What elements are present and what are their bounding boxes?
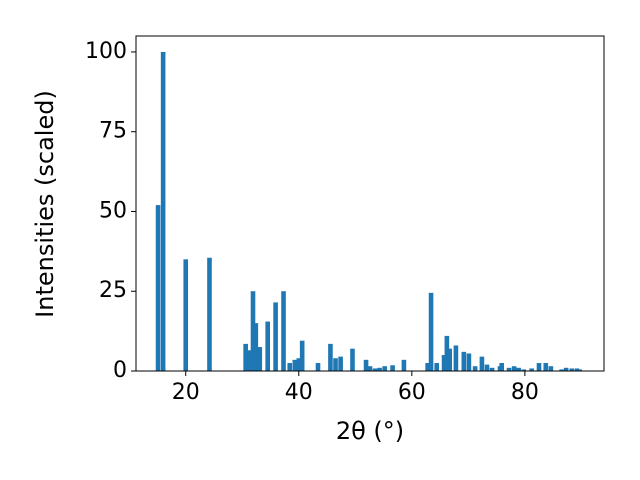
bar: [183, 259, 189, 371]
bar: [499, 363, 504, 371]
bar: [328, 343, 333, 371]
bar: [479, 356, 485, 371]
y-axis-label: Intensities (scaled): [31, 90, 59, 318]
bar: [401, 359, 407, 371]
bar: [273, 302, 278, 371]
bar: [160, 51, 166, 371]
y-tick-label: 75: [99, 119, 127, 144]
bar: [367, 366, 373, 371]
bar: [489, 367, 495, 371]
x-tick-label: 40: [285, 380, 313, 405]
bar: [333, 358, 338, 371]
bar: [543, 363, 549, 371]
bar: [253, 323, 259, 371]
bar: [434, 363, 439, 371]
bar: [559, 369, 564, 371]
bar: [382, 366, 387, 371]
bar: [315, 363, 321, 371]
bar: [350, 348, 355, 371]
bar: [548, 366, 554, 371]
bar: [577, 369, 582, 371]
bar: [521, 369, 527, 371]
bar: [466, 353, 472, 371]
y-tick-label: 0: [113, 358, 127, 383]
bar: [265, 321, 270, 371]
bar: [299, 340, 305, 371]
x-tick-label: 80: [511, 380, 539, 405]
bar: [287, 363, 293, 371]
bar: [444, 335, 450, 371]
bar: [461, 351, 467, 371]
y-tick-label: 25: [99, 278, 127, 303]
bar: [453, 345, 459, 371]
bar: [243, 343, 248, 371]
bar: [569, 368, 575, 371]
bar: [428, 292, 434, 371]
bar: [516, 367, 521, 371]
bar: [529, 368, 534, 371]
x-tick-label: 20: [172, 380, 200, 405]
bar: [390, 365, 395, 371]
bar: [536, 363, 542, 371]
y-tick-label: 50: [99, 198, 127, 223]
bar: [425, 363, 430, 371]
bar: [472, 366, 478, 371]
bar: [506, 367, 512, 371]
bar: [281, 291, 286, 371]
bar: [574, 368, 580, 371]
bar: [511, 366, 517, 371]
bar: [296, 358, 302, 371]
bar: [372, 368, 378, 371]
x-tick-label: 60: [398, 380, 426, 405]
bar: [207, 257, 212, 371]
y-tick-label: 100: [85, 39, 127, 64]
x-axis-label: 2θ (°): [336, 417, 404, 445]
bar: [338, 356, 343, 371]
bar: [292, 359, 298, 371]
plot-frame: [135, 35, 605, 372]
bar: [155, 205, 161, 371]
bar: [563, 367, 569, 371]
bar: [247, 350, 252, 371]
bar: [447, 348, 452, 371]
bar: [441, 355, 447, 371]
bar: [257, 347, 263, 371]
bar: [363, 359, 369, 371]
bar: [377, 367, 382, 371]
bar: [484, 364, 490, 371]
bar: [250, 291, 256, 371]
